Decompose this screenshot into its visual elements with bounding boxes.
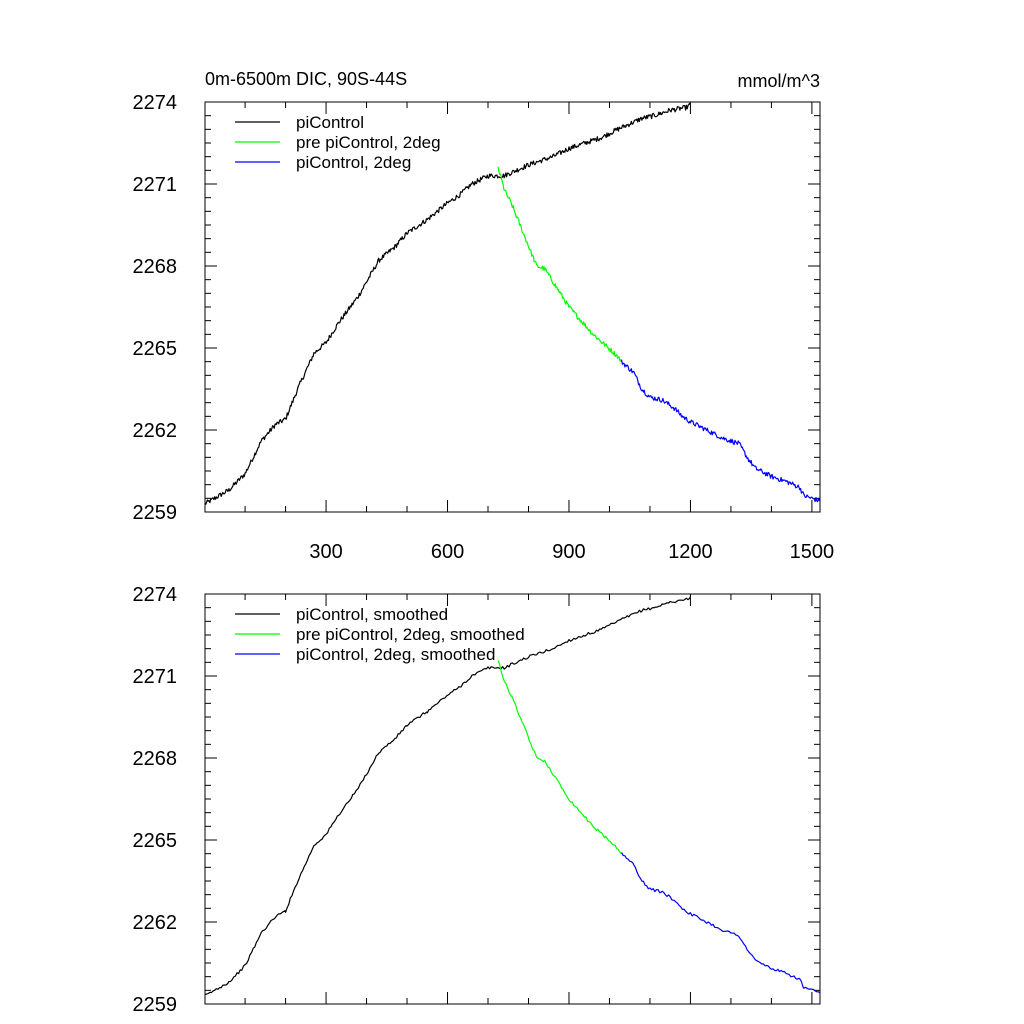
- legend-label: piControl, 2deg: [296, 153, 411, 172]
- y-tick-label: 2271: [133, 174, 178, 196]
- series-line: [621, 852, 821, 994]
- top-panel: 2259 2262 2265 2268 2271 2274 300 600 900 1200 150…: [133, 92, 835, 563]
- top-panel-units: mmol/m^3: [738, 71, 820, 91]
- y-tick-label: 2259: [133, 994, 178, 1016]
- x-tick-label: 1200: [668, 541, 713, 563]
- legend-label: pre piControl, 2deg: [296, 133, 441, 152]
- y-tick-label: 2259: [133, 502, 178, 524]
- series-line: [497, 166, 623, 362]
- bottom-panel: 2259 2262 2265 2268 2271 2274 piControl, smoot…: [133, 584, 821, 1016]
- y-tick-label: 2265: [133, 830, 178, 852]
- x-tick-label: 1500: [790, 541, 835, 563]
- legend-label: piControl, smoothed: [296, 605, 448, 624]
- series-line: [497, 660, 622, 855]
- y-tick-label: 2274: [133, 584, 178, 606]
- x-tick-label: 300: [309, 541, 342, 563]
- y-tick-label: 2265: [133, 338, 178, 360]
- y-tick-label: 2274: [133, 92, 178, 114]
- series-line: [204, 102, 691, 505]
- series-line: [621, 359, 821, 503]
- legend-label: pre piControl, 2deg, smoothed: [296, 625, 525, 644]
- series-line: [204, 596, 691, 996]
- x-tick-label: 600: [431, 541, 464, 563]
- y-tick-label: 2268: [133, 256, 178, 278]
- top-panel-title: 0m-6500m DIC, 90S-44S: [205, 69, 407, 89]
- y-tick-label: 2271: [133, 666, 178, 688]
- legend-label: piControl: [296, 113, 364, 132]
- x-tick-label: 900: [552, 541, 585, 563]
- y-tick-label: 2262: [133, 912, 178, 934]
- legend-label: piControl, 2deg, smoothed: [296, 645, 495, 664]
- y-tick-label: 2268: [133, 748, 178, 770]
- y-tick-label: 2262: [133, 420, 178, 442]
